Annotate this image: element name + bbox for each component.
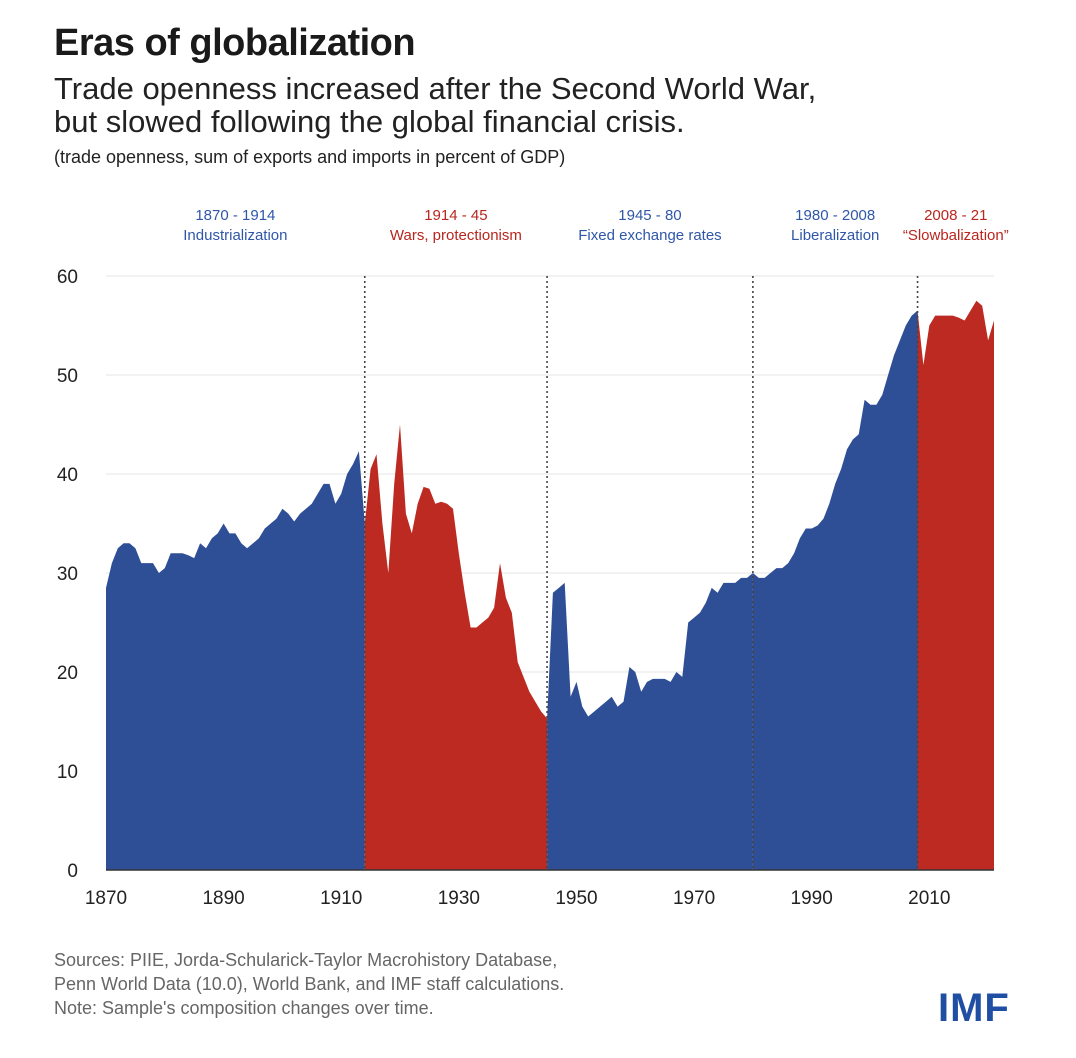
y-tick-label-0: 0 (67, 861, 78, 882)
subtitle-line-2: but slowed following the global financia… (54, 104, 685, 139)
era-period-label-2: 1914 - 45 (424, 207, 487, 224)
x-tick-label-1930: 1930 (438, 888, 480, 909)
y-tick-label-20: 20 (57, 663, 78, 684)
subtitle-line-1: Trade openness increased after the Secon… (54, 71, 817, 106)
x-tick-label-1950: 1950 (555, 888, 597, 909)
era-name-label-4: Liberalization (791, 227, 879, 244)
x-tick-label-2010: 2010 (908, 888, 950, 909)
source-line-2: Penn World Data (10.0), World Bank, and … (54, 974, 565, 994)
area-era-2 (364, 424, 548, 870)
area-era-5 (917, 300, 994, 870)
trade-openness-chart: 0 10 20 30 40 50 60 1870 1890 1910 1930 1950 1970 199… (57, 207, 1009, 909)
x-tick-label-1990: 1990 (791, 888, 833, 909)
source-line-1: Sources: PIIE, Jorda-Schularick-Taylor M… (54, 950, 558, 970)
imf-logo: IMF (938, 986, 1010, 1030)
y-tick-label-30: 30 (57, 564, 78, 585)
x-tick-label-1890: 1890 (202, 888, 244, 909)
x-tick-label-1970: 1970 (673, 888, 715, 909)
y-tick-label-40: 40 (57, 465, 78, 486)
chart-subtitle: Trade openness increased after the Secon… (54, 72, 954, 138)
era-name-label-2: Wars, protectionism (390, 227, 522, 244)
era-name-label-1: Industrialization (183, 227, 287, 244)
y-tick-label-50: 50 (57, 366, 78, 387)
era-name-label-3: Fixed exchange rates (578, 227, 721, 244)
area-era-3 (547, 573, 753, 870)
area-era-4 (752, 310, 918, 871)
y-tick-label-10: 10 (57, 762, 78, 783)
y-tick-label-60: 60 (57, 267, 78, 288)
era-period-label-4: 1980 - 2008 (795, 207, 875, 224)
era-name-label-5: “Slowbalization” (903, 227, 1009, 244)
note-line: Note: Sample's composition changes over … (54, 998, 434, 1018)
area-era-1 (106, 451, 365, 870)
x-tick-label-1870: 1870 (85, 888, 127, 909)
source-note: Sources: PIIE, Jorda-Schularick-Taylor M… (54, 948, 564, 1020)
x-tick-label-1910: 1910 (320, 888, 362, 909)
era-period-label-1: 1870 - 1914 (195, 207, 275, 224)
unit-note: (trade openness, sum of exports and impo… (54, 147, 566, 167)
era-period-label-5: 2008 - 21 (924, 207, 987, 224)
era-period-label-3: 1945 - 80 (618, 207, 681, 224)
chart-title: Eras of globalization (54, 22, 416, 64)
